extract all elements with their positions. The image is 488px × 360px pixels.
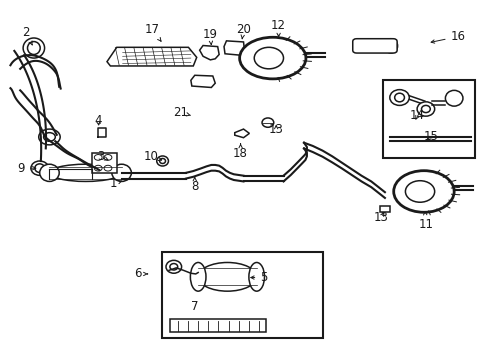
Ellipse shape xyxy=(198,262,256,291)
Ellipse shape xyxy=(394,93,404,102)
Ellipse shape xyxy=(262,118,273,127)
Bar xyxy=(379,206,389,212)
Polygon shape xyxy=(234,129,249,138)
Text: 10: 10 xyxy=(143,150,162,163)
Ellipse shape xyxy=(94,165,102,171)
Text: 19: 19 xyxy=(203,28,218,45)
Ellipse shape xyxy=(159,158,165,163)
Ellipse shape xyxy=(39,129,60,145)
Polygon shape xyxy=(199,45,219,60)
Ellipse shape xyxy=(104,154,112,160)
Text: 12: 12 xyxy=(270,19,285,37)
FancyBboxPatch shape xyxy=(383,80,474,158)
Ellipse shape xyxy=(27,41,40,54)
Polygon shape xyxy=(107,47,196,66)
Text: 3: 3 xyxy=(97,150,108,163)
Ellipse shape xyxy=(445,90,462,106)
Text: 16: 16 xyxy=(430,30,465,43)
Ellipse shape xyxy=(43,133,55,141)
Ellipse shape xyxy=(31,161,48,175)
Text: 14: 14 xyxy=(409,109,424,122)
Ellipse shape xyxy=(248,262,264,291)
Text: 20: 20 xyxy=(236,23,250,39)
Bar xyxy=(170,319,266,332)
Polygon shape xyxy=(190,75,215,87)
Text: 11: 11 xyxy=(418,212,432,231)
Text: 13: 13 xyxy=(268,123,283,136)
Ellipse shape xyxy=(35,164,44,172)
Text: 17: 17 xyxy=(144,23,161,41)
Ellipse shape xyxy=(49,164,122,181)
Ellipse shape xyxy=(94,154,102,160)
Ellipse shape xyxy=(393,171,453,212)
Polygon shape xyxy=(224,41,244,55)
Ellipse shape xyxy=(239,37,305,79)
Ellipse shape xyxy=(23,38,44,58)
Text: 9: 9 xyxy=(18,162,36,175)
Text: 6: 6 xyxy=(134,267,147,280)
Text: 2: 2 xyxy=(22,27,32,45)
FancyBboxPatch shape xyxy=(161,252,322,338)
Ellipse shape xyxy=(169,264,177,270)
Text: 1: 1 xyxy=(110,177,122,190)
Ellipse shape xyxy=(383,39,397,53)
Ellipse shape xyxy=(254,47,283,69)
Ellipse shape xyxy=(112,164,131,181)
Text: 15: 15 xyxy=(423,130,437,144)
Ellipse shape xyxy=(157,156,168,166)
Ellipse shape xyxy=(389,90,408,105)
Text: 13: 13 xyxy=(373,211,387,224)
Text: 4: 4 xyxy=(94,114,102,127)
Text: 5: 5 xyxy=(250,271,267,284)
Ellipse shape xyxy=(416,102,434,116)
Text: 7: 7 xyxy=(191,300,198,313)
Ellipse shape xyxy=(104,165,112,171)
Ellipse shape xyxy=(190,262,205,291)
Polygon shape xyxy=(92,153,117,173)
Text: 21: 21 xyxy=(172,106,190,119)
Ellipse shape xyxy=(40,164,59,181)
Text: 8: 8 xyxy=(191,177,198,193)
Text: 18: 18 xyxy=(233,144,247,159)
FancyBboxPatch shape xyxy=(352,39,396,53)
Ellipse shape xyxy=(405,181,434,202)
Ellipse shape xyxy=(421,105,429,113)
Ellipse shape xyxy=(165,260,181,273)
